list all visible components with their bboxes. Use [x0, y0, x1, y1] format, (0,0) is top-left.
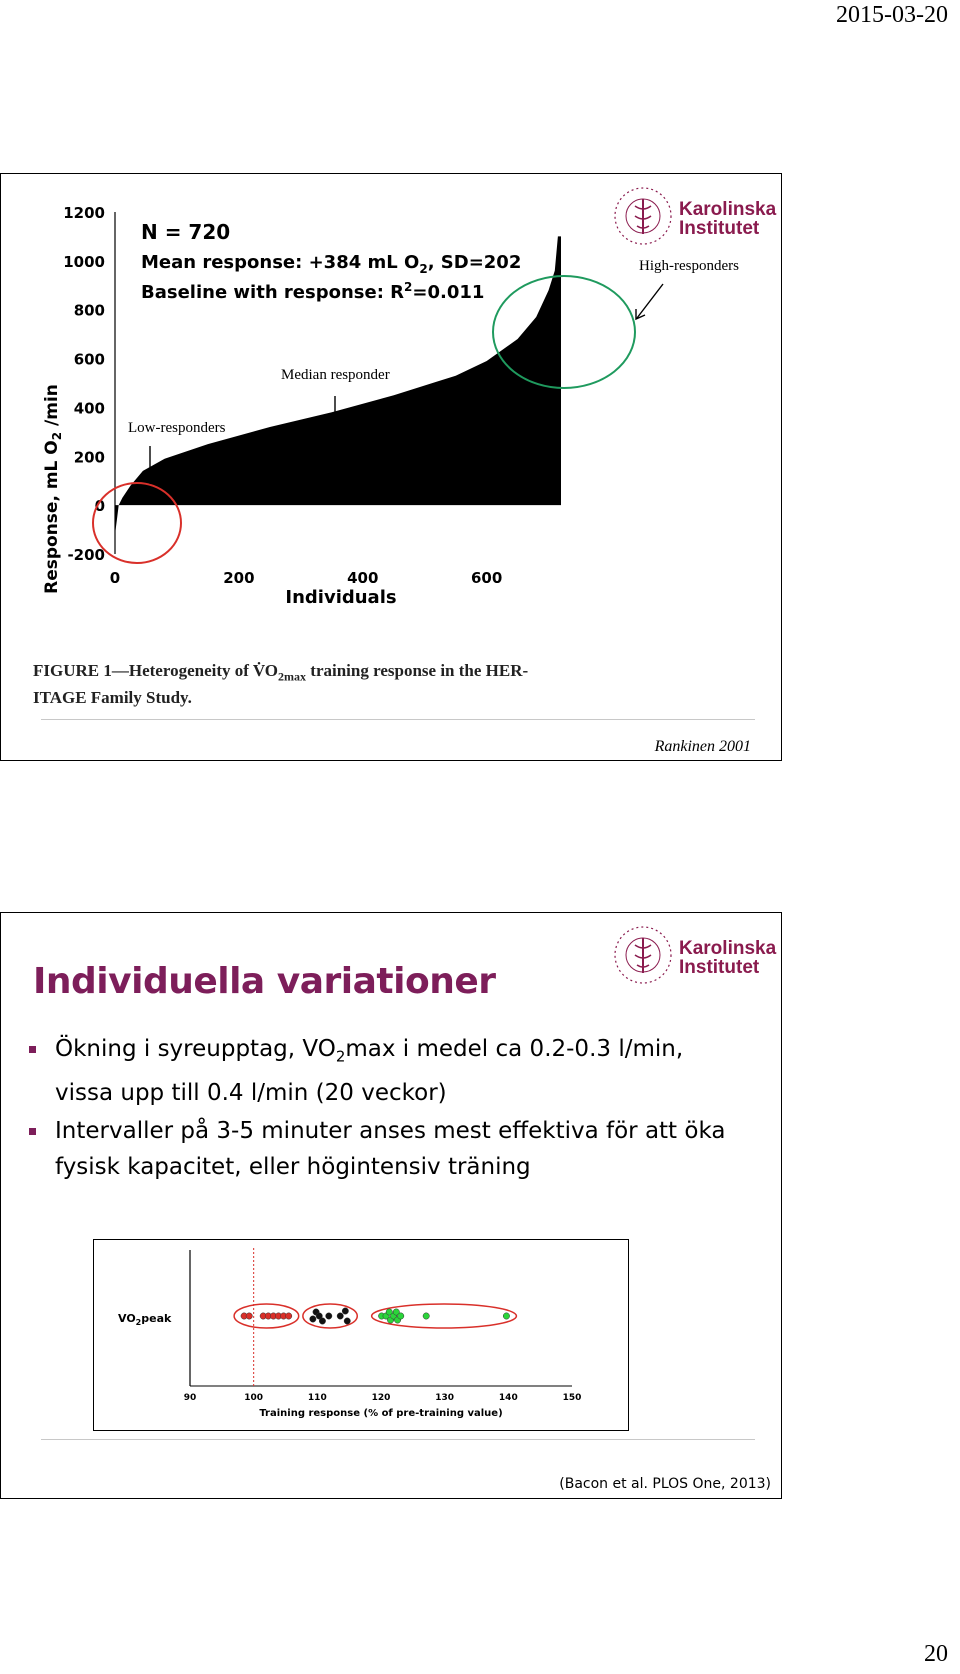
y-tick-label: 1200 — [63, 204, 105, 222]
logo-line1: Karolinska — [679, 199, 777, 220]
scatter-point — [285, 1312, 293, 1320]
y-tick-label: 1000 — [63, 253, 105, 271]
y-label-vo2peak: VO2peak — [118, 1312, 172, 1327]
scatter-point — [318, 1317, 326, 1325]
logo-line2: Institutet — [679, 957, 760, 978]
x-tick-label: 90 — [184, 1393, 197, 1403]
citation-rankinen: Rankinen 2001 — [654, 738, 751, 755]
citation-bacon: (Bacon et al. PLOS One, 2013) — [559, 1476, 771, 1492]
karolinska-seal-icon — [614, 926, 672, 984]
y-tick-label: 800 — [74, 302, 105, 320]
bullet-list: Ökning i syreupptag, VO2max i medel ca 0… — [29, 1031, 749, 1187]
stat-mean: Mean response: +384 mL O2, SD=202 — [141, 252, 521, 276]
karolinska-logo: Karolinska Institutet — [613, 186, 783, 246]
group-ellipse — [302, 1303, 359, 1329]
x-axis-label: Individuals — [285, 587, 396, 608]
scatter-point — [385, 1308, 393, 1316]
y-tick-label: -200 — [67, 546, 105, 564]
scatter-point — [341, 1307, 349, 1315]
x-tick-label: 0 — [110, 569, 120, 587]
vo2peak-scatter-chart: 90 100 110 120 130 140 150 VO2peak Training re… — [118, 1248, 582, 1419]
x-tick-label: 120 — [372, 1393, 391, 1403]
bullet-square-icon — [29, 1046, 36, 1053]
scatter-point — [343, 1317, 351, 1325]
scatter-point — [309, 1315, 317, 1323]
scatter-point — [325, 1312, 333, 1320]
scatter-point — [397, 1312, 405, 1320]
x-tick-label: 400 — [347, 569, 378, 587]
scatter-point — [336, 1312, 344, 1320]
slide-rankinen: Karolinska Institutet -200 0 200 400 600 800 1… — [0, 173, 782, 761]
x-axis-label: Training response (% of pre-training val… — [259, 1408, 502, 1419]
scatter-point — [245, 1312, 253, 1320]
high-arrow — [636, 283, 664, 319]
y-tick-label: 600 — [74, 351, 105, 369]
low-responders-circle — [92, 482, 182, 564]
group-ellipse — [233, 1303, 300, 1329]
y-tick-label: 0 — [95, 497, 105, 515]
figure-caption: FIGURE 1—Heterogeneity of V̇O2max traini… — [33, 661, 529, 708]
scatter-point — [502, 1312, 510, 1320]
group-ellipse — [370, 1303, 518, 1329]
high-responders-label: High-responders — [639, 258, 739, 274]
scatter-point — [422, 1312, 430, 1320]
x-tick-label: 110 — [308, 1393, 327, 1403]
stat-baseline: Baseline with response: R2=0.011 — [141, 280, 484, 303]
stat-n: N = 720 — [141, 220, 230, 244]
scatter-point — [315, 1312, 323, 1320]
y-tick-label: 200 — [74, 448, 105, 466]
bullet-item: Intervaller på 3-5 minuter anses mest ef… — [29, 1113, 749, 1185]
x-tick-label: 600 — [471, 569, 502, 587]
y-axis-label: Response, mL O2 /min — [42, 384, 64, 594]
response-area — [115, 236, 561, 535]
x-tick-label: 130 — [435, 1393, 454, 1403]
slide-individual-variations: Karolinska Institutet Individuella varia… — [0, 912, 782, 1499]
vo2peak-scatter-inset: 90 100 110 120 130 140 150 VO2peak Training re… — [93, 1239, 629, 1431]
low-responders-label: Low-responders — [128, 420, 226, 436]
logo-line1: Karolinska — [679, 938, 777, 959]
slide-title: Individuella variationer — [33, 961, 496, 1002]
karolinska-seal-icon — [614, 187, 672, 245]
logo-line2: Institutet — [679, 218, 760, 239]
divider — [41, 719, 755, 720]
page-date: 2015-03-20 — [836, 2, 948, 28]
bullet-square-icon — [29, 1127, 36, 1135]
x-tick-label: 150 — [563, 1393, 582, 1403]
divider — [41, 1439, 755, 1440]
high-responders-circle — [492, 275, 636, 389]
x-tick-label: 140 — [499, 1393, 518, 1403]
scatter-point — [392, 1308, 400, 1316]
bullet-item: Ökning i syreupptag, VO2max i medel ca 0… — [29, 1031, 749, 1111]
karolinska-logo-2: Karolinska Institutet — [613, 925, 783, 985]
page-number: 20 — [924, 1641, 948, 1667]
x-tick-label: 100 — [244, 1393, 263, 1403]
vo2-response-chart: -200 0 200 400 600 800 1000 1200 0 200 400 600 N =… — [42, 204, 664, 608]
x-tick-label: 200 — [223, 569, 254, 587]
y-tick-label: 400 — [74, 399, 105, 417]
median-responder-label: Median responder — [281, 367, 390, 383]
